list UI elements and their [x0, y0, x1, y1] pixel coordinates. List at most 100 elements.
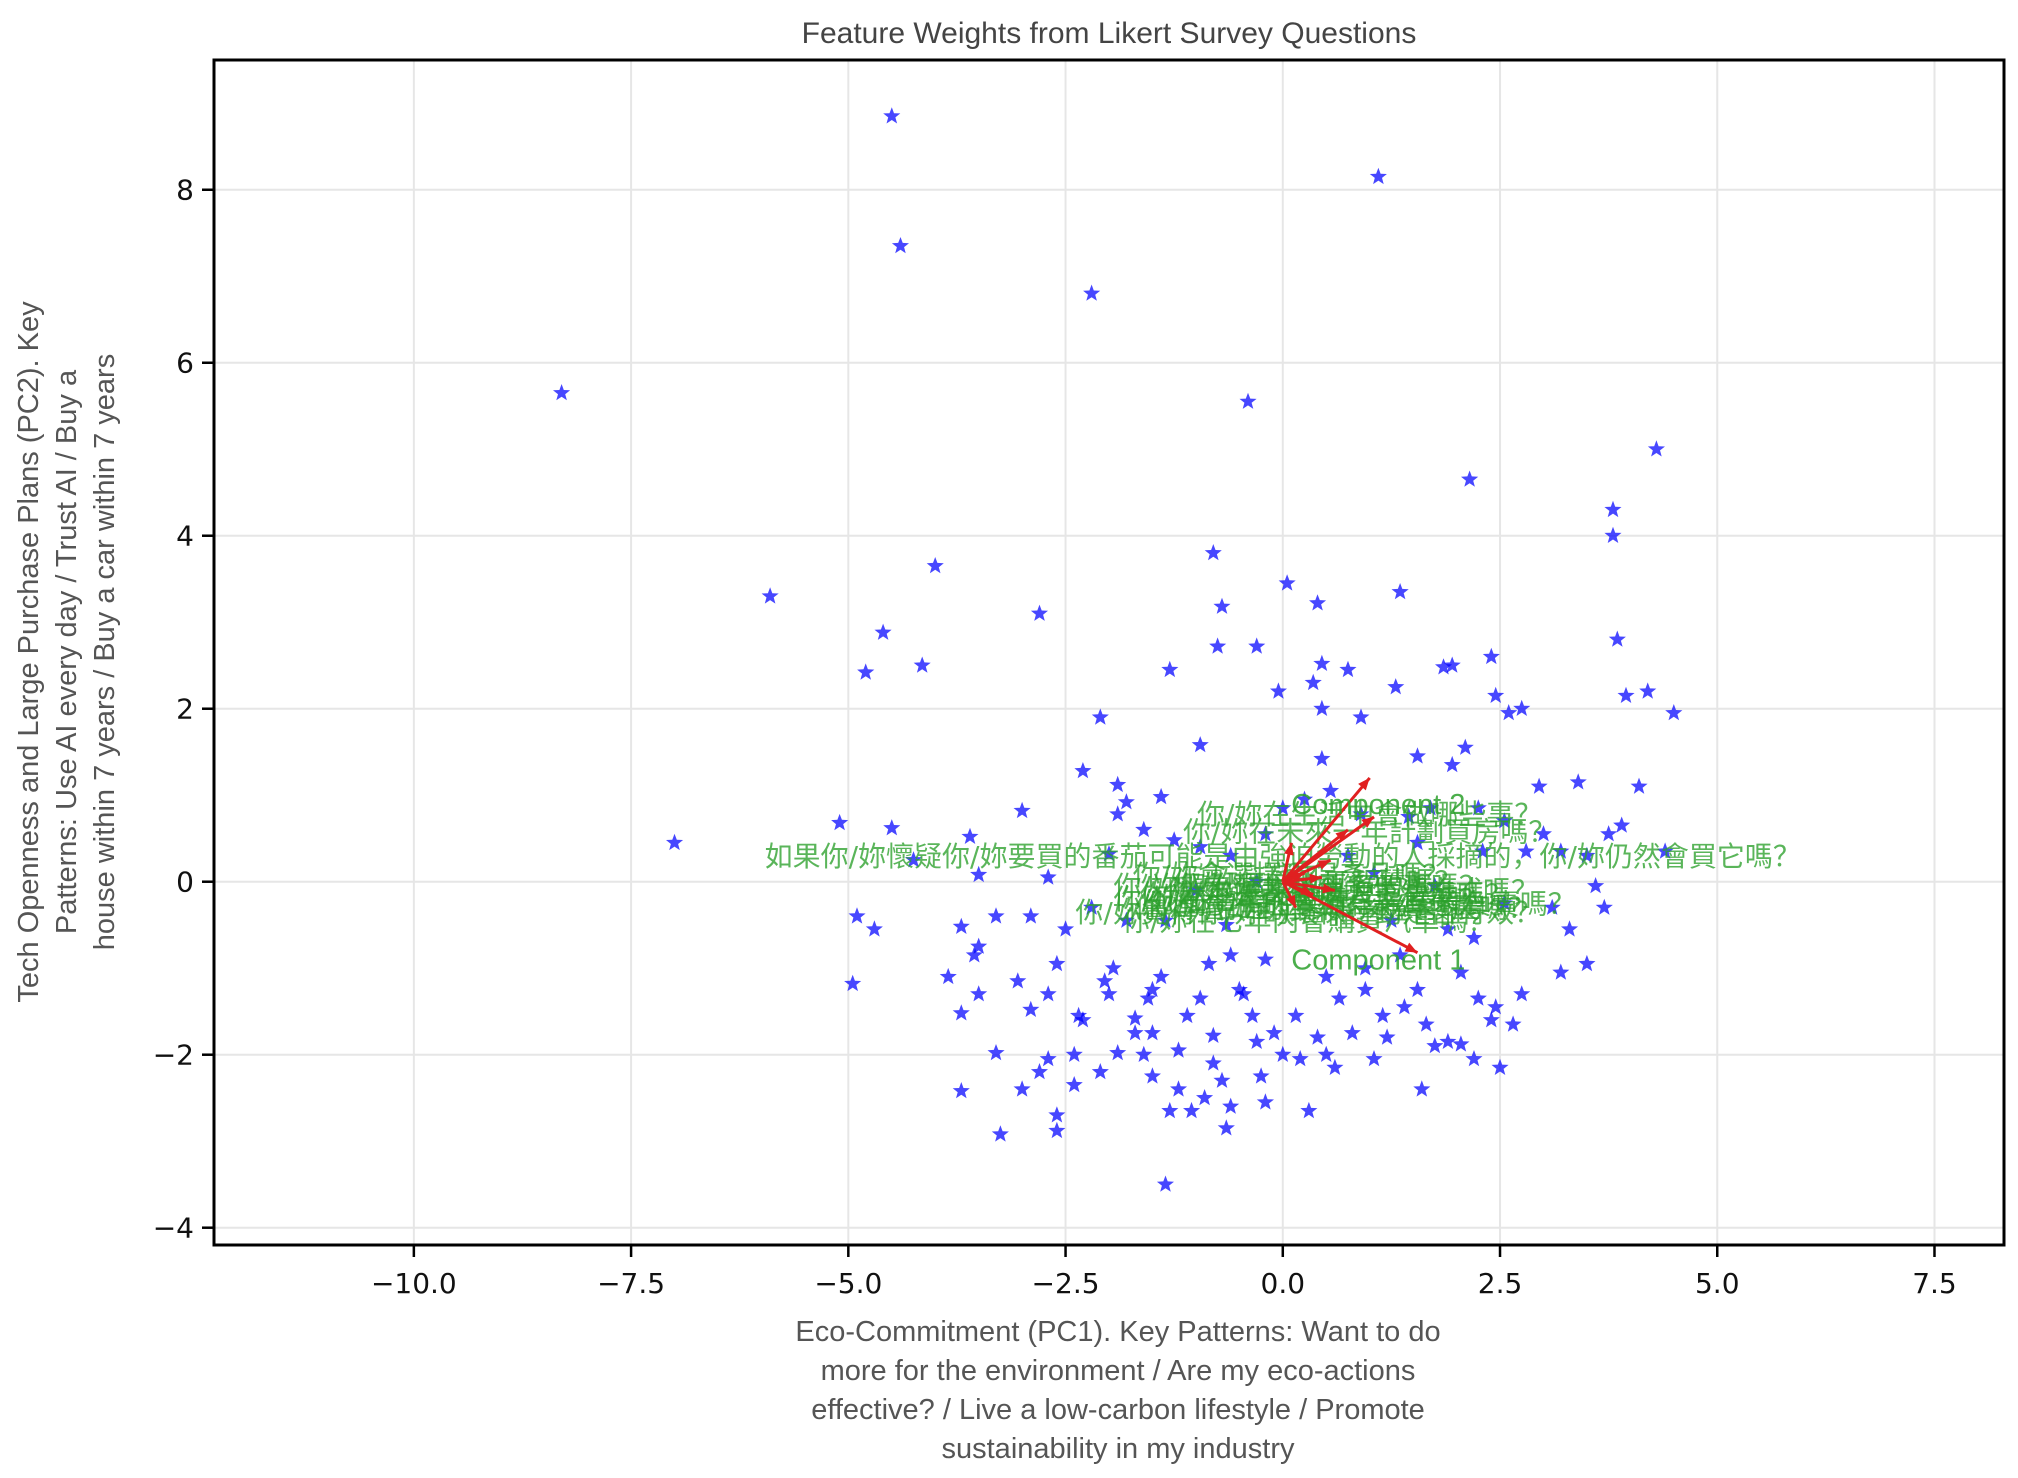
data-point	[1517, 842, 1535, 859]
data-point	[1408, 747, 1426, 764]
loading-arrow	[1281, 776, 1371, 883]
data-point	[1296, 790, 1314, 807]
data-point	[1178, 1006, 1196, 1024]
data-point	[1365, 1050, 1383, 1067]
data-point	[1339, 660, 1357, 678]
data-point	[1387, 678, 1405, 695]
data-point	[1413, 1080, 1431, 1097]
data-point	[1365, 864, 1383, 881]
x-axis-label-line: Eco-Commitment (PC1). Key Patterns: Want…	[795, 1316, 1440, 1348]
data-point	[1117, 911, 1135, 928]
x-tick-label: −7.5	[597, 1267, 665, 1300]
data-point	[1156, 911, 1174, 928]
data-point	[1352, 805, 1370, 822]
loading-arrow-head	[1322, 883, 1335, 894]
data-point	[1109, 775, 1127, 793]
data-point	[1048, 954, 1066, 972]
data-point	[1013, 1080, 1031, 1097]
loading-arrow-head	[1300, 885, 1314, 895]
data-point	[1070, 1006, 1088, 1024]
data-point	[1534, 825, 1552, 842]
data-point	[1495, 812, 1513, 829]
data-point	[1300, 1101, 1318, 1119]
data-point	[952, 1082, 970, 1099]
data-point	[844, 974, 862, 992]
data-point	[952, 917, 970, 934]
data-point	[666, 833, 684, 851]
data-point	[1030, 604, 1048, 621]
data-point	[1222, 946, 1240, 963]
data-point	[1452, 1035, 1470, 1052]
x-axis-label-line: effective? / Live a low-carbon lifestyle…	[811, 1394, 1425, 1426]
loading-arrow-head	[1317, 860, 1331, 870]
data-point	[1187, 881, 1205, 898]
data-point	[1530, 777, 1548, 794]
data-point	[1256, 1093, 1274, 1110]
data-point	[1217, 916, 1235, 933]
data-point	[1196, 1089, 1214, 1106]
data-point	[1322, 781, 1340, 799]
feature-label: 你/妳在七年內會購買汽車嗎？	[1122, 905, 1495, 938]
feature-label: 你/妳過著低碳的生活方式嗎？	[1166, 874, 1539, 907]
data-point	[1356, 959, 1374, 976]
data-point	[1191, 989, 1209, 1006]
data-point	[1465, 1050, 1483, 1067]
data-point	[1030, 1063, 1048, 1080]
data-point	[926, 557, 944, 574]
data-point	[1417, 1015, 1435, 1032]
data-point	[1161, 660, 1179, 678]
data-point	[1083, 284, 1101, 301]
data-point	[1100, 985, 1118, 1002]
loading-arrow-head	[1404, 942, 1418, 953]
data-point	[891, 237, 909, 254]
data-point	[1656, 842, 1674, 859]
data-point	[1513, 985, 1531, 1002]
data-point	[1487, 998, 1505, 1015]
data-point	[1048, 1121, 1066, 1139]
data-point	[1465, 928, 1483, 946]
data-point	[970, 865, 988, 883]
data-point	[1204, 544, 1222, 561]
data-point	[1143, 980, 1161, 998]
data-point	[1165, 831, 1183, 848]
chart-title: Feature Weights from Likert Survey Quest…	[802, 17, 1417, 50]
data-point	[1400, 807, 1418, 825]
data-point	[1304, 673, 1322, 691]
x-axis-label-line: more for the environment / Are my eco-ac…	[821, 1355, 1416, 1387]
data-point	[987, 907, 1005, 924]
y-tick-label: 0	[176, 866, 194, 899]
data-point	[1313, 699, 1331, 716]
data-point	[1048, 1106, 1066, 1123]
data-point	[1309, 1028, 1327, 1045]
data-point	[952, 1004, 970, 1021]
data-point	[1647, 440, 1665, 457]
data-point	[1256, 950, 1274, 967]
data-point	[1352, 708, 1370, 725]
loading-arrow-head	[1361, 816, 1375, 828]
data-point	[1482, 647, 1500, 665]
data-point	[874, 623, 892, 640]
data-point	[1117, 793, 1135, 810]
data-point	[1461, 470, 1479, 487]
data-point	[883, 107, 901, 124]
x-tick-label: −5.0	[814, 1267, 882, 1300]
data-point	[1209, 637, 1227, 654]
data-point	[1439, 1032, 1457, 1049]
feature-label: 你/妳信任人工智慧嗎？	[1173, 866, 1462, 899]
data-point	[1274, 1045, 1292, 1062]
data-point	[1039, 985, 1057, 1002]
data-point	[1639, 682, 1657, 699]
data-point	[1613, 816, 1631, 833]
data-point	[1500, 704, 1518, 721]
data-point	[1330, 989, 1348, 1006]
data-point	[1222, 1097, 1240, 1114]
data-point	[1239, 392, 1257, 409]
data-point	[1135, 1045, 1153, 1062]
data-point	[1408, 833, 1426, 851]
data-point	[1109, 1044, 1127, 1061]
data-point	[1339, 846, 1357, 863]
y-tick-label: −4	[153, 1212, 194, 1245]
data-point	[939, 967, 957, 985]
data-point	[1152, 787, 1170, 805]
data-point	[1096, 972, 1114, 989]
